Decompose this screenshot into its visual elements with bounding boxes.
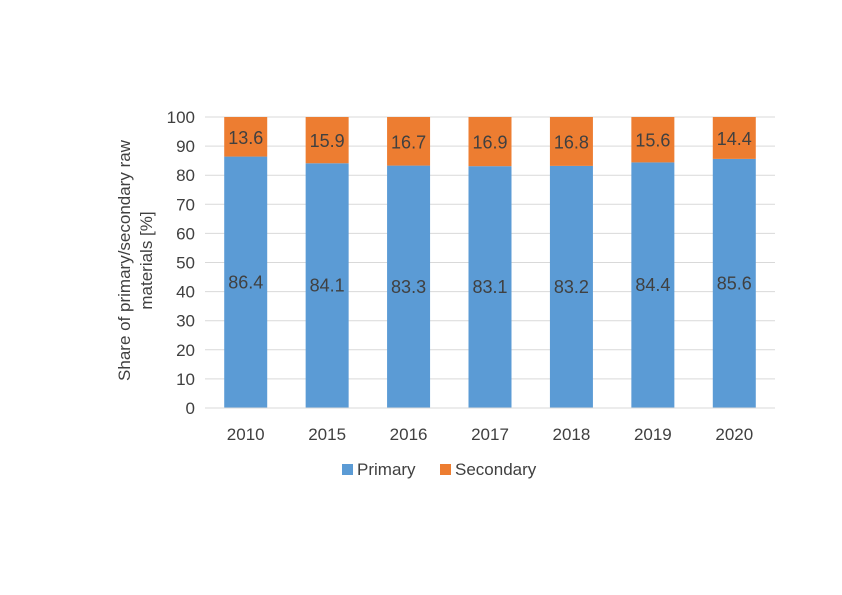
x-axis-ticks: 2010 2015 2016 2017 2018 2019 2020 xyxy=(227,425,753,444)
bar-primary-2015 xyxy=(305,163,349,408)
y-tick-label-40: 40 xyxy=(176,283,195,302)
legend-label-primary: Primary xyxy=(357,460,416,479)
data-label-primary-2019: 84.4 xyxy=(635,275,670,295)
y-axis-label-line-2: materials [%] xyxy=(137,211,156,309)
data-label-secondary-2016: 16.7 xyxy=(391,132,426,152)
bar-secondary-2020 xyxy=(712,117,756,159)
legend-swatch-primary xyxy=(342,464,353,475)
bar-secondary-2018 xyxy=(549,117,593,166)
y-tick-label-80: 80 xyxy=(176,166,195,185)
data-label-secondary-2017: 16.9 xyxy=(472,133,507,153)
x-tick-label-2020: 2020 xyxy=(715,425,753,444)
x-tick-label-2017: 2017 xyxy=(471,425,509,444)
data-label-secondary-2020: 14.4 xyxy=(717,129,752,149)
bar-secondary-2015 xyxy=(305,117,349,164)
y-axis-label-line-1: Share of primary/secondary raw xyxy=(115,139,134,381)
y-tick-label-0: 0 xyxy=(186,399,195,418)
bar-primary-2016 xyxy=(387,165,431,408)
bar-secondary-2016 xyxy=(387,117,431,166)
bars: 86.4 13.6 84.1 15.9 83.3 16.7 83.1 16.9 83.2 16.8… xyxy=(224,117,756,408)
data-label-primary-2010: 86.4 xyxy=(228,272,263,292)
y-tick-label-10: 10 xyxy=(176,370,195,389)
legend: Primary Secondary xyxy=(342,460,537,479)
bar-primary-2019 xyxy=(631,162,675,408)
y-tick-label-30: 30 xyxy=(176,312,195,331)
y-tick-label-20: 20 xyxy=(176,341,195,360)
y-tick-label-100: 100 xyxy=(167,108,195,127)
x-tick-label-2010: 2010 xyxy=(227,425,265,444)
y-tick-label-70: 70 xyxy=(176,195,195,214)
bar-primary-2018 xyxy=(549,165,593,408)
data-label-secondary-2018: 16.8 xyxy=(554,132,589,152)
bar-secondary-2019 xyxy=(631,117,675,163)
data-label-secondary-2010: 13.6 xyxy=(228,128,263,148)
data-label-primary-2017: 83.1 xyxy=(472,277,507,297)
data-label-primary-2018: 83.2 xyxy=(554,277,589,297)
data-label-primary-2016: 83.3 xyxy=(391,277,426,297)
bar-secondary-2010 xyxy=(224,117,268,157)
data-label-secondary-2019: 15.6 xyxy=(635,131,670,151)
y-tick-label-50: 50 xyxy=(176,254,195,273)
x-tick-label-2019: 2019 xyxy=(634,425,672,444)
x-tick-label-2016: 2016 xyxy=(390,425,428,444)
x-tick-label-2015: 2015 xyxy=(308,425,346,444)
y-tick-label-60: 60 xyxy=(176,224,195,243)
x-tick-label-2018: 2018 xyxy=(553,425,591,444)
bar-primary-2010 xyxy=(224,156,268,408)
legend-swatch-secondary xyxy=(440,464,451,475)
bar-primary-2017 xyxy=(468,166,512,408)
y-axis-ticks: 0 10 20 30 40 50 60 70 80 90 100 xyxy=(167,108,195,418)
y-tick-label-90: 90 xyxy=(176,137,195,156)
data-label-primary-2020: 85.6 xyxy=(717,273,752,293)
y-axis-label: Share of primary/secondary raw materials… xyxy=(115,139,156,381)
bar-primary-2020 xyxy=(712,158,756,408)
bar-secondary-2017 xyxy=(468,117,512,167)
data-label-primary-2015: 84.1 xyxy=(310,276,345,296)
data-label-secondary-2015: 15.9 xyxy=(310,131,345,151)
legend-label-secondary: Secondary xyxy=(455,460,537,479)
